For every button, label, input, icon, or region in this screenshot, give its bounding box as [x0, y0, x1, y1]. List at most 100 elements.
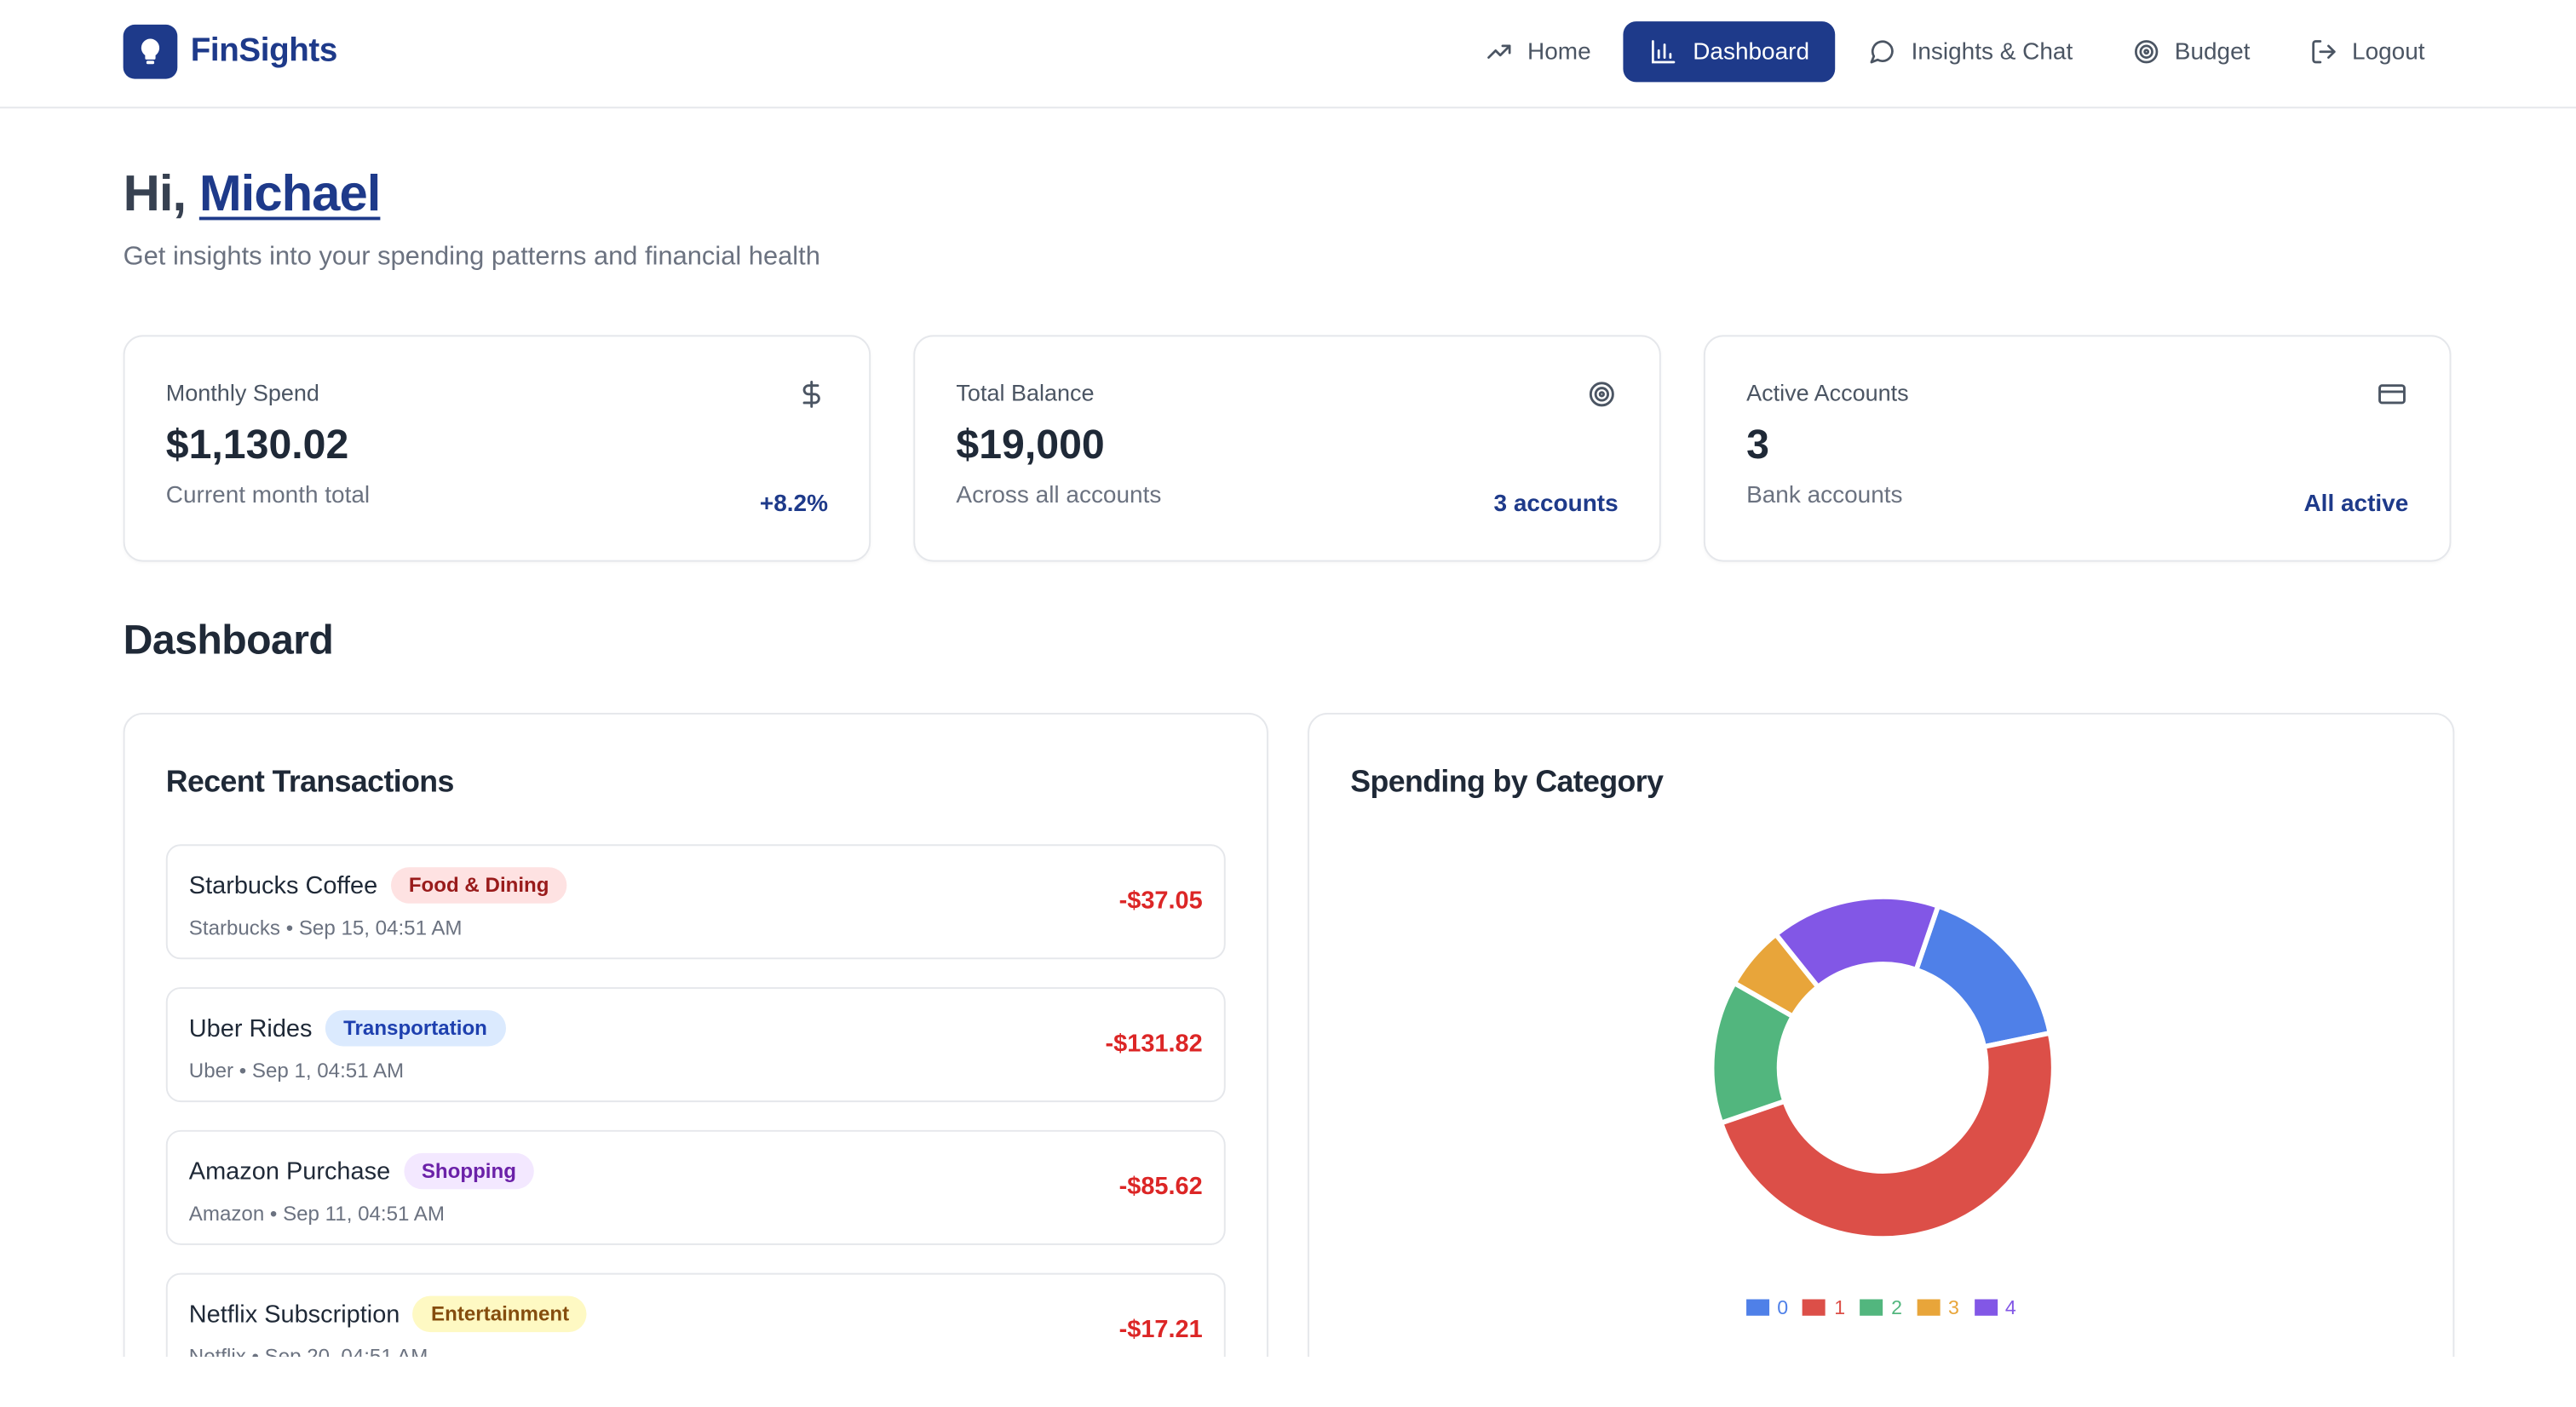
transaction-name: Uber Rides — [188, 1014, 313, 1042]
donut-chart-svg — [1709, 894, 2056, 1241]
donut-slice-1[interactable] — [1717, 1030, 2056, 1241]
legend-swatch — [1917, 1299, 1941, 1316]
nav-dashboard-label: Dashboard — [1693, 38, 1810, 66]
transaction-date: Sep 20, 04:51 AM — [264, 1345, 428, 1357]
transaction-merchant: Starbucks — [188, 916, 281, 940]
nav-logout-label: Logout — [2352, 38, 2425, 66]
greeting-title: Hi, Michael — [124, 164, 820, 223]
spending-by-category-panel: Spending by Category 0 1 2 3 4 — [1308, 712, 2456, 1357]
nav-insights-chat[interactable]: Insights & Chat — [1843, 21, 2099, 82]
transaction-meta: Netflix • Sep 20, 04:51 AM — [189, 1345, 1203, 1357]
stat-change: +8.2% — [759, 491, 828, 518]
stat-subtext: Bank accounts — [1746, 482, 1903, 509]
transaction-item[interactable]: Uber Rides Transportation Uber • Sep 1, … — [165, 987, 1226, 1103]
stat-value: 3 — [1746, 422, 1769, 468]
chart-title: Spending by Category — [1350, 763, 1664, 799]
donut-chart — [1309, 879, 2456, 1355]
transaction-merchant: Uber — [188, 1059, 234, 1083]
legend-item-0[interactable]: 0 — [1745, 1295, 1789, 1319]
transaction-date: Sep 15, 04:51 AM — [298, 916, 463, 940]
stat-label: Active Accounts — [1746, 379, 1909, 406]
credit-card-icon — [2378, 384, 2406, 405]
main-nav: Home Dashboard Insights & Chat Budget Lo… — [1458, 21, 2451, 83]
category-badge: Food & Dining — [390, 867, 567, 904]
nav-home-label: Home — [1527, 38, 1591, 66]
stat-label: Total Balance — [956, 379, 1095, 406]
top-navbar: FinSights Home Dashboard Insights & Chat… — [0, 0, 2576, 109]
transaction-list: Starbucks Coffee Food & Dining Starbucks… — [165, 844, 1226, 1357]
transaction-date: Sep 1, 04:51 AM — [251, 1059, 405, 1083]
legend-item-1[interactable]: 1 — [1803, 1295, 1846, 1319]
transaction-item[interactable]: Netflix Subscription Entertainment Netfl… — [165, 1272, 1226, 1357]
lightbulb-icon — [123, 24, 178, 79]
legend-swatch — [1974, 1299, 1998, 1316]
trending-up-icon — [1486, 44, 1510, 59]
stat-label: Monthly Spend — [165, 379, 319, 406]
brand[interactable]: FinSights — [123, 24, 338, 79]
greeting-prefix: Hi, — [123, 164, 187, 222]
recent-transactions-panel: Recent Transactions Starbucks Coffee Foo… — [123, 712, 1268, 1357]
donut-slice-0[interactable] — [1912, 903, 2053, 1050]
category-badge: Transportation — [325, 1010, 506, 1047]
transaction-amount: -$85.62 — [1118, 1172, 1203, 1201]
transaction-amount: -$131.82 — [1105, 1030, 1203, 1058]
transaction-meta: Amazon • Sep 11, 04:51 AM — [188, 1202, 445, 1226]
legend-swatch — [1745, 1299, 1769, 1316]
transaction-name: Netflix Subscription — [188, 1300, 400, 1329]
legend-label: 4 — [2004, 1295, 2016, 1319]
chart-legend: 0 1 2 3 4 — [1309, 1296, 2452, 1319]
stat-cards: Monthly Spend $1,130.02 Current month to… — [123, 335, 2452, 562]
target-icon — [2134, 40, 2158, 64]
stat-card-active-accounts: Active Accounts 3 Bank accounts All acti… — [1703, 335, 2452, 562]
nav-insights-label: Insights & Chat — [1911, 38, 2073, 66]
legend-swatch — [1860, 1299, 1883, 1316]
stat-value: $1,130.02 — [165, 422, 349, 468]
transaction-meta: Uber • Sep 1, 04:51 AM — [188, 1059, 405, 1083]
legend-label: 3 — [1947, 1295, 1959, 1319]
target-icon — [1589, 382, 1614, 407]
transaction-merchant: Amazon — [188, 1202, 265, 1226]
legend-swatch — [1803, 1299, 1826, 1316]
transaction-merchant: Netflix — [188, 1345, 246, 1357]
nav-logout[interactable]: Logout — [2283, 21, 2451, 82]
logout-icon — [2311, 40, 2335, 64]
greeting: Hi, Michael Get insights into your spend… — [124, 164, 820, 273]
legend-label: 1 — [1834, 1295, 1846, 1319]
transaction-date: Sep 11, 04:51 AM — [283, 1202, 445, 1226]
stat-card-monthly-spend: Monthly Spend $1,130.02 Current month to… — [123, 335, 871, 562]
transaction-name: Starbucks Coffee — [188, 871, 378, 899]
user-name[interactable]: Michael — [198, 164, 382, 222]
legend-item-2[interactable]: 2 — [1860, 1296, 1902, 1319]
brand-name: FinSights — [190, 32, 338, 69]
transaction-amount: -$37.05 — [1118, 887, 1203, 916]
stat-subtext: Current month total — [165, 482, 371, 509]
category-badge: Shopping — [403, 1152, 535, 1190]
category-badge: Entertainment — [412, 1295, 588, 1333]
transaction-name: Amazon Purchase — [188, 1157, 391, 1186]
stat-subtext: Across all accounts — [956, 482, 1162, 509]
panel-title: Recent Transactions — [165, 763, 455, 799]
transaction-amount: -$17.21 — [1118, 1315, 1203, 1344]
greeting-subtitle: Get insights into your spending patterns… — [123, 243, 820, 272]
transaction-item[interactable]: Starbucks Coffee Food & Dining Starbucks… — [165, 844, 1226, 960]
transaction-meta: Starbucks • Sep 15, 04:51 AM — [188, 916, 463, 940]
stat-value: $19,000 — [956, 422, 1105, 468]
nav-budget[interactable]: Budget — [2106, 21, 2277, 82]
section-title: Dashboard — [123, 617, 334, 664]
chat-bubble-icon — [1871, 40, 1895, 64]
legend-label: 2 — [1891, 1295, 1902, 1319]
bar-chart-icon — [1652, 40, 1676, 64]
app-root: FinSights Home Dashboard Insights & Chat… — [0, 0, 2576, 1357]
dollar-icon — [802, 380, 820, 408]
nav-dashboard[interactable]: Dashboard — [1624, 21, 1836, 83]
stat-accounts-count: 3 accounts — [1493, 491, 1619, 518]
donut-slice-4[interactable] — [1772, 894, 1941, 991]
nav-home[interactable]: Home — [1458, 21, 1617, 82]
legend-item-4[interactable]: 4 — [1974, 1296, 2016, 1319]
transaction-item[interactable]: Amazon Purchase Shopping Amazon • Sep 11… — [165, 1129, 1226, 1245]
stat-status: All active — [2303, 491, 2409, 518]
legend-item-3[interactable]: 3 — [1917, 1296, 1959, 1319]
stat-card-total-balance: Total Balance $19,000 Across all account… — [913, 335, 1661, 562]
legend-label: 0 — [1777, 1295, 1789, 1319]
nav-budget-label: Budget — [2174, 38, 2251, 66]
